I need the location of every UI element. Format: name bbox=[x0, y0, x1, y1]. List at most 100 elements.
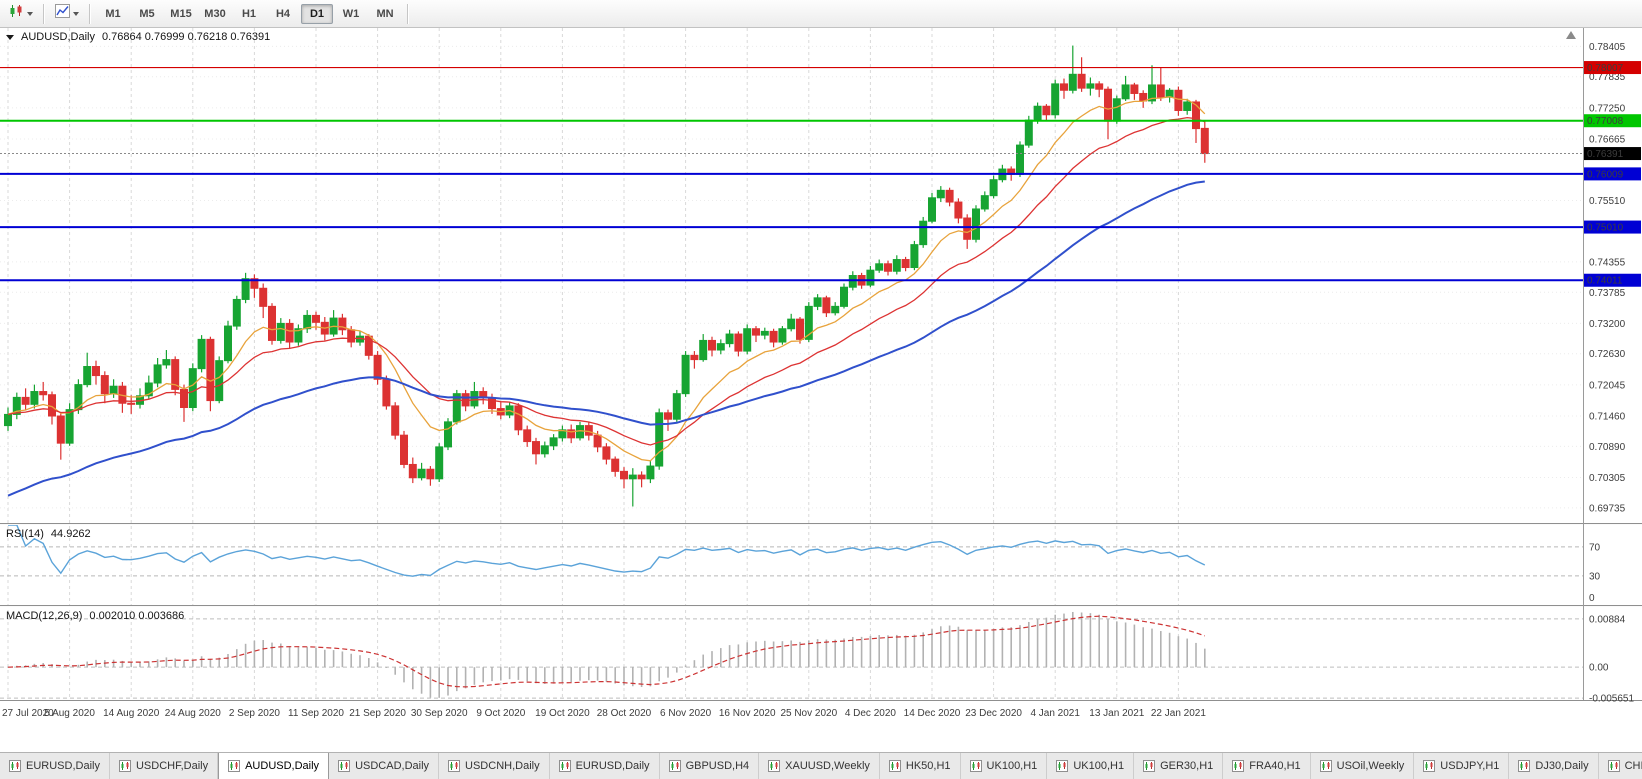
timeframe-button-mn[interactable]: MN bbox=[376, 7, 394, 20]
horizontal-level-lines[interactable] bbox=[0, 66, 1583, 282]
candle-body bbox=[848, 275, 857, 288]
time-axis-label: 14 Dec 2020 bbox=[904, 708, 961, 719]
time-axis-label: 4 Jan 2021 bbox=[1030, 708, 1080, 719]
chart-tab-usdjpy-h1[interactable]: USDJPY,H1 bbox=[1414, 753, 1510, 779]
candle-body bbox=[637, 474, 646, 480]
chart-tab-usoil-weekly[interactable]: USOil,Weekly bbox=[1310, 753, 1415, 779]
chart-tab-usdcnh-daily[interactable]: USDCNH,Daily bbox=[439, 753, 550, 779]
candle-body bbox=[400, 434, 408, 465]
chart-template-button[interactable] bbox=[50, 1, 84, 26]
price-axis-label: 0.72045 bbox=[1589, 380, 1626, 391]
candle-body bbox=[488, 397, 496, 410]
candle-body bbox=[1060, 83, 1068, 91]
candle-body bbox=[954, 201, 963, 219]
macd-axis-label: 0.00884 bbox=[1589, 614, 1626, 625]
candle-body bbox=[92, 366, 100, 377]
time-axis-label: 27 Jul 2020 bbox=[2, 708, 54, 719]
macd-pane bbox=[0, 611, 1583, 699]
candle-body bbox=[1139, 92, 1148, 102]
tab-label: DJ30,Daily bbox=[1535, 760, 1589, 772]
tab-label: USDCHF,Daily bbox=[135, 760, 209, 772]
tab-chart-icon bbox=[1143, 760, 1156, 772]
timeframe-button-h1[interactable]: H1 bbox=[241, 7, 257, 20]
timeframe-button-d1[interactable]: D1 bbox=[301, 3, 333, 24]
candle-body bbox=[4, 413, 12, 427]
chart-tab-uk100-h1[interactable]: UK100,H1 bbox=[1047, 753, 1135, 779]
chart-window[interactable]: 0.78405 0.77835 0.77250 0.76665 0.75510 0.743… bbox=[0, 28, 1642, 752]
candle-body bbox=[180, 388, 188, 409]
candle-body bbox=[1016, 144, 1024, 175]
candle-body bbox=[796, 318, 804, 340]
timeframe-button-h4[interactable]: H4 bbox=[275, 7, 291, 20]
timeframe-button-m5[interactable]: M5 bbox=[139, 7, 155, 20]
tab-chart-icon bbox=[1607, 760, 1620, 772]
candle-body bbox=[30, 391, 39, 405]
tab-label: CHINA300,H1 bbox=[1624, 760, 1642, 772]
candle-body bbox=[540, 445, 549, 455]
time-axis-label: 16 Nov 2020 bbox=[719, 708, 776, 719]
line-chart-icon bbox=[55, 4, 70, 23]
tab-label: XAUUSD,Weekly bbox=[785, 760, 870, 772]
candle-body bbox=[197, 338, 206, 370]
price-axis[interactable]: 0.78405 0.77835 0.77250 0.76665 0.75510 0.743… bbox=[1583, 28, 1635, 705]
candle-body bbox=[1183, 101, 1192, 111]
chart-tab-eurusd-daily[interactable]: EURUSD,Daily bbox=[0, 753, 110, 779]
time-axis-label: 6 Nov 2020 bbox=[660, 708, 712, 719]
timeframe-button-w1[interactable]: W1 bbox=[342, 7, 360, 20]
price-axis-label: 0.70305 bbox=[1589, 473, 1626, 484]
chart-tab-eurusd-daily[interactable]: EURUSD,Daily bbox=[549, 753, 660, 779]
chart-tab-uk100-h1[interactable]: UK100,H1 bbox=[960, 753, 1048, 779]
chart-tab-fra40-h1[interactable]: FRA40,H1 bbox=[1223, 753, 1311, 779]
tab-chart-icon bbox=[118, 760, 131, 772]
candle-body bbox=[1130, 84, 1139, 94]
hline-price-badge: 0.77008 bbox=[1584, 114, 1641, 128]
svg-text:0.77008: 0.77008 bbox=[1587, 116, 1624, 127]
time-axis-label: 21 Sep 2020 bbox=[349, 708, 406, 719]
candle-body bbox=[576, 425, 584, 439]
chart-tab-dj30-daily[interactable]: DJ30,Daily bbox=[1509, 753, 1599, 779]
chevron-down-icon bbox=[73, 11, 79, 16]
candle-body bbox=[725, 333, 734, 345]
candle-body bbox=[752, 328, 760, 336]
tab-label: UK100,H1 bbox=[1073, 760, 1125, 772]
time-axis-label: 14 Aug 2020 bbox=[103, 708, 160, 719]
candle-body bbox=[813, 297, 822, 307]
candle-body bbox=[215, 360, 224, 402]
chart-tab-ger30-h1[interactable]: GER30,H1 bbox=[1134, 753, 1224, 779]
price-axis-label: 0.73200 bbox=[1589, 319, 1626, 330]
timeframe-button-m30[interactable]: M30 bbox=[204, 7, 226, 20]
candle-body bbox=[444, 421, 452, 448]
chart-type-button[interactable] bbox=[4, 1, 38, 26]
candle-body bbox=[620, 470, 628, 480]
candle-body bbox=[778, 328, 787, 343]
chart-canvas[interactable]: 0.78405 0.77835 0.77250 0.76665 0.75510 0.743… bbox=[0, 28, 1642, 752]
svg-text:0.76391: 0.76391 bbox=[1587, 149, 1624, 160]
price-axis-label: 0.77250 bbox=[1589, 103, 1626, 114]
candle-body bbox=[664, 412, 672, 420]
candle-body bbox=[840, 286, 848, 307]
candle-body bbox=[250, 278, 259, 289]
tab-label: GBPUSD,H4 bbox=[685, 760, 750, 772]
chart-tab-gbpusd-h4[interactable]: GBPUSD,H4 bbox=[659, 753, 760, 779]
time-axis-label: 2 Sep 2020 bbox=[229, 708, 281, 719]
chart-tab-china300-h1[interactable]: CHINA300,H1 bbox=[1598, 753, 1642, 779]
tab-label: FRA40,H1 bbox=[1249, 760, 1301, 772]
chart-tab-hk50-h1[interactable]: HK50,H1 bbox=[879, 753, 961, 779]
tab-chart-icon bbox=[228, 760, 241, 772]
tab-label: AUDUSD,Daily bbox=[245, 760, 320, 772]
timeframe-button-m15[interactable]: M15 bbox=[170, 7, 192, 20]
candle-body bbox=[153, 364, 162, 384]
chart-tab-xauusd-weekly[interactable]: XAUUSD,Weekly bbox=[759, 753, 880, 779]
chart-tab-audusd-daily[interactable]: AUDUSD,Daily bbox=[218, 753, 330, 779]
chart-tab-usdchf-daily[interactable]: USDCHF,Daily bbox=[109, 753, 219, 779]
chart-menu-icon[interactable] bbox=[6, 34, 14, 40]
candle-body bbox=[523, 429, 532, 443]
candle-body bbox=[391, 405, 400, 436]
candle-body bbox=[602, 446, 611, 460]
candle-body bbox=[65, 409, 74, 444]
timeframe-button-m1[interactable]: M1 bbox=[105, 7, 121, 20]
candle-body bbox=[972, 208, 980, 240]
chart-tab-usdcad-daily[interactable]: USDCAD,Daily bbox=[329, 753, 440, 779]
